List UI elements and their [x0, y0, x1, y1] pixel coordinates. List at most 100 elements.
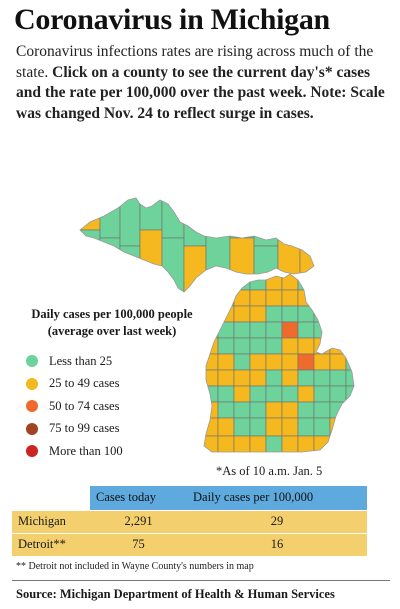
- county-shape[interactable]: [329, 417, 347, 437]
- county-shape[interactable]: [329, 321, 347, 339]
- county-shape[interactable]: [161, 192, 185, 239]
- county-shape[interactable]: [313, 417, 331, 437]
- county-shape[interactable]: [99, 237, 121, 294]
- county-shape[interactable]: [161, 237, 185, 294]
- county-shape[interactable]: [345, 289, 362, 307]
- county-shape[interactable]: [99, 192, 121, 239]
- county-shape[interactable]: [233, 417, 251, 437]
- county-shape[interactable]: [205, 229, 231, 294]
- county-shape[interactable]: [233, 321, 251, 339]
- county-shape[interactable]: [345, 274, 362, 291]
- county-shape[interactable]: [249, 435, 267, 454]
- county-shape[interactable]: [297, 289, 315, 307]
- county-shape[interactable]: [183, 192, 207, 247]
- county-shape[interactable]: [297, 305, 315, 323]
- county-shape[interactable]: [329, 274, 347, 291]
- county-shape[interactable]: [281, 305, 299, 323]
- county-shape[interactable]: [329, 337, 347, 355]
- county-shape[interactable]: [217, 435, 235, 454]
- county-shape[interactable]: [313, 305, 331, 323]
- county-shape[interactable]: [345, 385, 362, 403]
- county-shape[interactable]: [281, 321, 299, 339]
- county-shape[interactable]: [265, 289, 283, 307]
- county-shape[interactable]: [345, 337, 362, 355]
- county-shape[interactable]: [249, 401, 267, 419]
- county-shape[interactable]: [297, 385, 315, 403]
- county-shape[interactable]: [183, 245, 207, 294]
- county-shape[interactable]: [202, 274, 219, 291]
- county-shape[interactable]: [277, 192, 301, 231]
- county-shape[interactable]: [329, 385, 347, 403]
- county-shape[interactable]: [233, 289, 251, 307]
- county-shape[interactable]: [233, 353, 251, 371]
- county-shape[interactable]: [345, 321, 362, 339]
- county-shape[interactable]: [281, 289, 299, 307]
- county-shape[interactable]: [281, 385, 299, 403]
- county-shape[interactable]: [281, 369, 299, 387]
- county-shape[interactable]: [249, 369, 267, 387]
- county-shape[interactable]: [265, 321, 283, 339]
- county-shape[interactable]: [265, 353, 283, 371]
- county-shape[interactable]: [297, 321, 315, 339]
- county-shape[interactable]: [281, 353, 299, 371]
- county-shape[interactable]: [217, 337, 235, 355]
- county-shape[interactable]: [249, 321, 267, 339]
- county-shape[interactable]: [233, 305, 251, 323]
- county-shape[interactable]: [345, 435, 362, 454]
- county-shape[interactable]: [313, 353, 331, 371]
- county-shape[interactable]: [217, 289, 235, 307]
- county-shape[interactable]: [329, 289, 347, 307]
- county-shape[interactable]: [233, 337, 251, 355]
- county-shape[interactable]: [233, 369, 251, 387]
- county-shape[interactable]: [345, 417, 362, 437]
- county-shape[interactable]: [313, 385, 331, 403]
- county-shape[interactable]: [265, 337, 283, 355]
- county-shape[interactable]: [297, 337, 315, 355]
- county-shape[interactable]: [233, 401, 251, 419]
- county-shape[interactable]: [205, 192, 231, 231]
- county-shape[interactable]: [281, 401, 299, 419]
- county-shape[interactable]: [217, 274, 235, 291]
- county-shape[interactable]: [217, 369, 235, 387]
- county-shape[interactable]: [265, 385, 283, 403]
- county-shape[interactable]: [265, 369, 283, 387]
- county-shape[interactable]: [329, 401, 347, 419]
- county-shape[interactable]: [249, 385, 267, 403]
- county-shape[interactable]: [345, 353, 362, 371]
- county-shape[interactable]: [253, 192, 279, 247]
- county-shape[interactable]: [297, 274, 315, 291]
- county-shape[interactable]: [233, 435, 251, 454]
- county-shape[interactable]: [217, 401, 235, 419]
- county-shape[interactable]: [345, 305, 362, 323]
- county-shape[interactable]: [233, 385, 251, 403]
- county-shape[interactable]: [139, 229, 163, 294]
- county-shape[interactable]: [281, 435, 299, 454]
- county-shape[interactable]: [249, 353, 267, 371]
- county-shape[interactable]: [345, 401, 362, 419]
- county-shape[interactable]: [297, 417, 315, 437]
- county-shape[interactable]: [329, 353, 347, 371]
- county-shape[interactable]: [313, 274, 331, 291]
- county-shape[interactable]: [313, 321, 331, 339]
- county-shape[interactable]: [281, 274, 299, 291]
- county-shape[interactable]: [202, 289, 219, 307]
- county-shape[interactable]: [249, 289, 267, 307]
- county-shape[interactable]: [313, 369, 331, 387]
- county-shape[interactable]: [119, 245, 141, 294]
- county-shape[interactable]: [265, 435, 283, 454]
- county-shape[interactable]: [297, 369, 315, 387]
- county-shape[interactable]: [329, 435, 347, 454]
- county-shape[interactable]: [329, 369, 347, 387]
- county-shape[interactable]: [329, 305, 347, 323]
- county-shape[interactable]: [265, 401, 283, 419]
- county-shape[interactable]: [249, 417, 267, 437]
- county-shape[interactable]: [265, 417, 283, 437]
- county-shape[interactable]: [297, 353, 315, 371]
- county-shape[interactable]: [217, 305, 235, 323]
- county-shape[interactable]: [249, 274, 267, 291]
- county-shape[interactable]: [297, 401, 315, 419]
- county-shape[interactable]: [139, 192, 163, 231]
- county-shape[interactable]: [229, 192, 255, 239]
- county-shape[interactable]: [345, 369, 362, 387]
- county-shape[interactable]: [281, 337, 299, 355]
